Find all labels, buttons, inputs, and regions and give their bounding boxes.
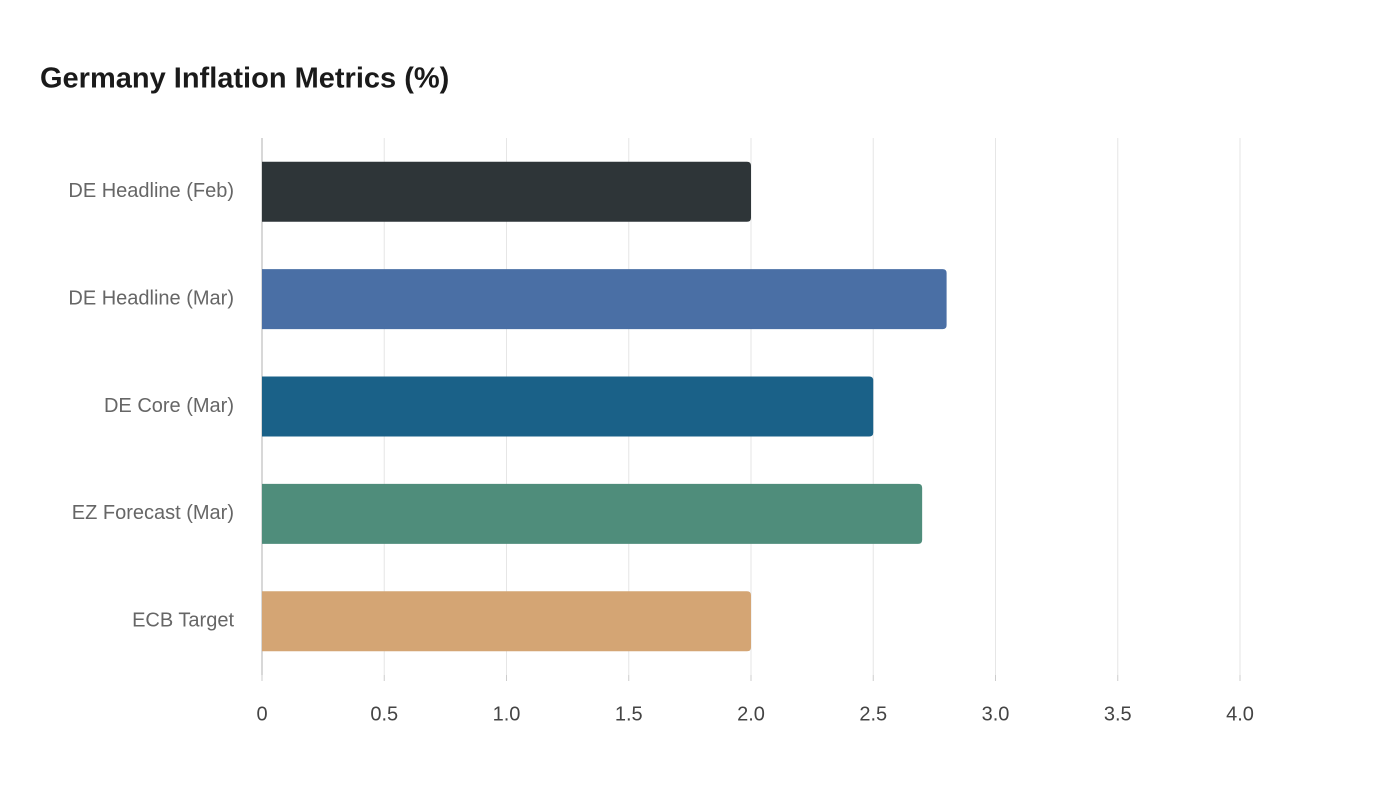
y-tick-label: EZ Forecast (Mar)	[72, 502, 234, 524]
chart-title: Germany Inflation Metrics (%)	[40, 63, 449, 95]
x-tick-label: 0.5	[370, 703, 398, 725]
y-tick-label: DE Headline (Feb)	[68, 180, 234, 202]
x-tick-label: 3.0	[982, 703, 1010, 725]
bar	[262, 161, 751, 222]
y-tick-label: DE Headline (Mar)	[68, 287, 234, 309]
bar	[262, 269, 947, 330]
bar	[262, 591, 751, 652]
x-tick-label: 1.5	[615, 703, 643, 725]
x-tick-label: 2.5	[859, 703, 887, 725]
x-tick-label: 2.0	[737, 703, 765, 725]
x-tick-label: 4.0	[1226, 703, 1254, 725]
x-tick-label: 0	[256, 703, 267, 725]
x-tick-label: 3.5	[1104, 703, 1132, 725]
x-tick-label: 1.0	[493, 703, 521, 725]
y-tick-label: DE Core (Mar)	[104, 395, 234, 417]
bar	[262, 376, 874, 437]
y-tick-label: ECB Target	[132, 610, 234, 632]
bar	[262, 483, 923, 544]
